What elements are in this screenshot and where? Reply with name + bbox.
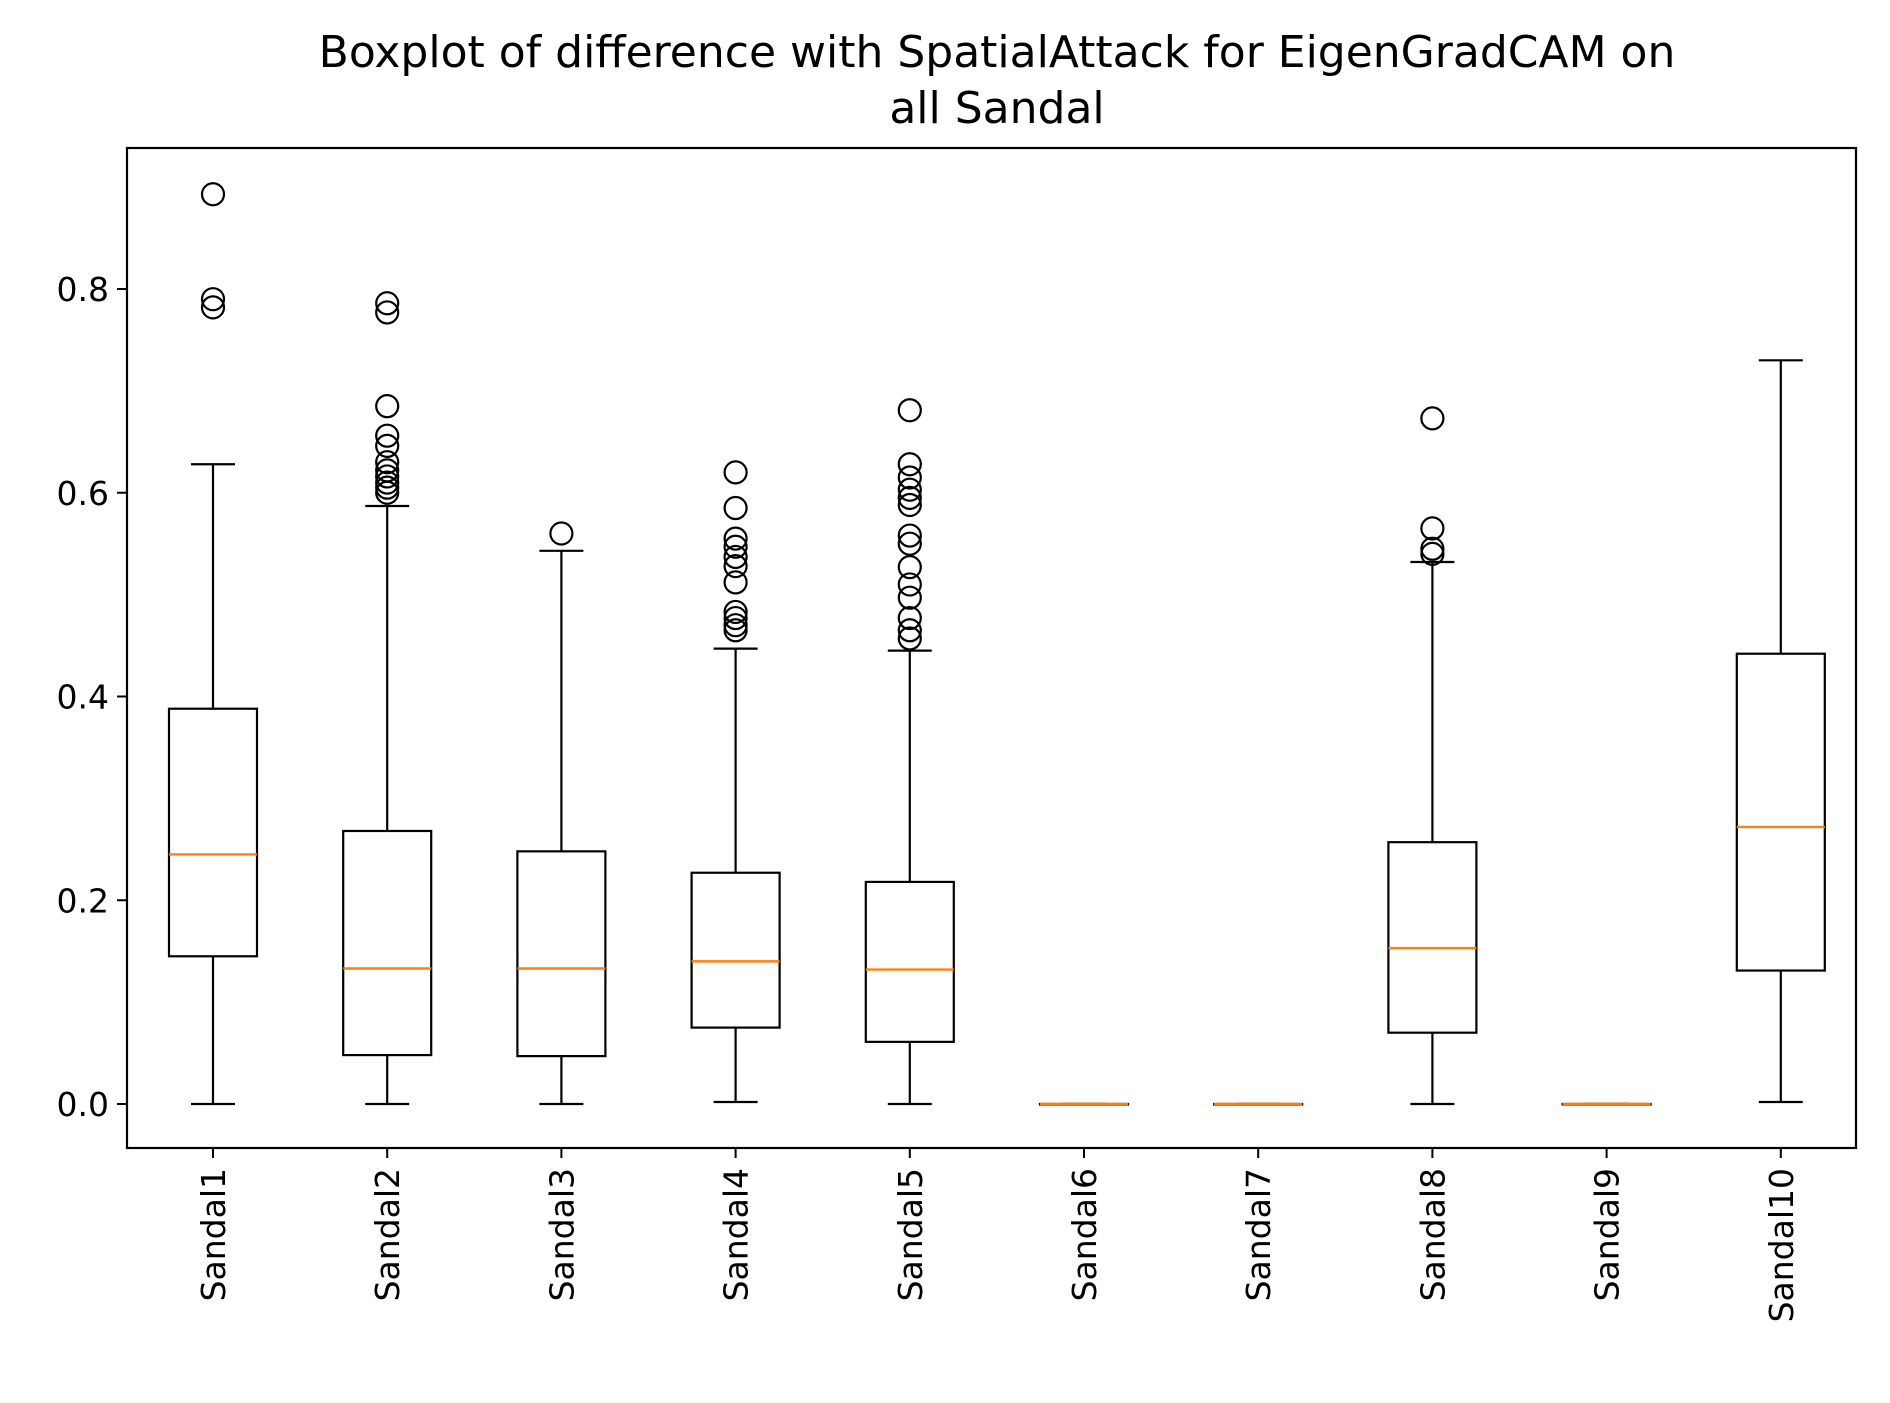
outlier-point (897, 398, 922, 423)
outlier-point (723, 618, 748, 643)
outlier-point (723, 526, 748, 551)
outlier-point (723, 605, 748, 631)
outlier-point (375, 394, 400, 419)
y-tick-label: 0.2 (57, 881, 109, 920)
outlier-point (897, 618, 922, 643)
x-tick-label: Sandal10 (1762, 1168, 1801, 1322)
outlier-point (375, 423, 400, 448)
x-tick-label: Sandal2 (368, 1168, 407, 1301)
outlier-point (897, 555, 922, 580)
outlier-point (375, 464, 400, 489)
outlier-point (375, 300, 400, 325)
outlier-point (1420, 516, 1445, 541)
box-body (167, 707, 259, 958)
outlier-point (1420, 541, 1445, 566)
x-tick-label: Sandal9 (1588, 1168, 1627, 1301)
box-body (1387, 841, 1478, 1034)
chart-title-line-2: all Sandal (889, 83, 1104, 134)
x-tick-label: Sandal1 (194, 1168, 233, 1301)
outlier-point (375, 470, 400, 495)
outlier-point (897, 523, 922, 548)
outlier-point (897, 572, 922, 597)
x-tick-label: Sandal8 (1413, 1168, 1452, 1301)
outlier-point (375, 291, 400, 316)
outlier-point (897, 465, 922, 490)
x-tick-label: Sandal5 (891, 1168, 930, 1301)
box-body (342, 829, 433, 1057)
y-tick-label: 0.4 (57, 678, 109, 717)
chart-title-line-1: Boxplot of difference with SpatialAttack… (319, 27, 1676, 78)
outlier-point (723, 613, 748, 638)
outlier-point (723, 599, 748, 625)
box-body (690, 871, 781, 1029)
y-tick-label: 0.0 (57, 1085, 109, 1124)
outlier-point (375, 450, 400, 475)
box-body (864, 880, 955, 1043)
outlier-point (897, 452, 922, 477)
outlier-point (723, 570, 748, 595)
outlier-point (897, 605, 922, 631)
x-tick-label: Sandal6 (1065, 1168, 1104, 1301)
outlier-point (897, 531, 922, 556)
x-tick-label: Sandal4 (717, 1168, 756, 1301)
y-tick-label: 0.8 (57, 270, 109, 309)
plot-area: 0.0 0.2 0.4 0.6 0.8 Sandal1 Sandal2 Sandal3 Sand… (57, 146, 1858, 1322)
outlier-point (200, 295, 226, 320)
outlier-point (200, 182, 226, 207)
outlier-point (549, 521, 574, 546)
outlier-point (375, 475, 400, 500)
outlier-point (723, 534, 748, 559)
box-body (516, 850, 607, 1058)
axes-frame (125, 146, 1858, 1150)
outlier-point (200, 287, 226, 312)
outlier-point (897, 492, 922, 518)
outlier-point (897, 626, 922, 651)
outlier-point (723, 544, 748, 570)
outlier-point (897, 485, 922, 510)
outlier-point (723, 460, 748, 485)
outlier-point (723, 553, 748, 579)
outlier-point (375, 433, 400, 458)
x-tick-label: Sandal3 (542, 1168, 581, 1301)
x-tick-label: Sandal7 (1239, 1168, 1278, 1301)
outlier-point (897, 585, 922, 610)
outlier-point (723, 495, 748, 521)
box-body (1735, 652, 1826, 972)
outlier-point (1420, 536, 1445, 561)
outlier-point (375, 458, 400, 483)
outlier-point (1420, 406, 1445, 431)
y-tick-label: 0.6 (57, 474, 109, 513)
outlier-point (897, 477, 922, 502)
